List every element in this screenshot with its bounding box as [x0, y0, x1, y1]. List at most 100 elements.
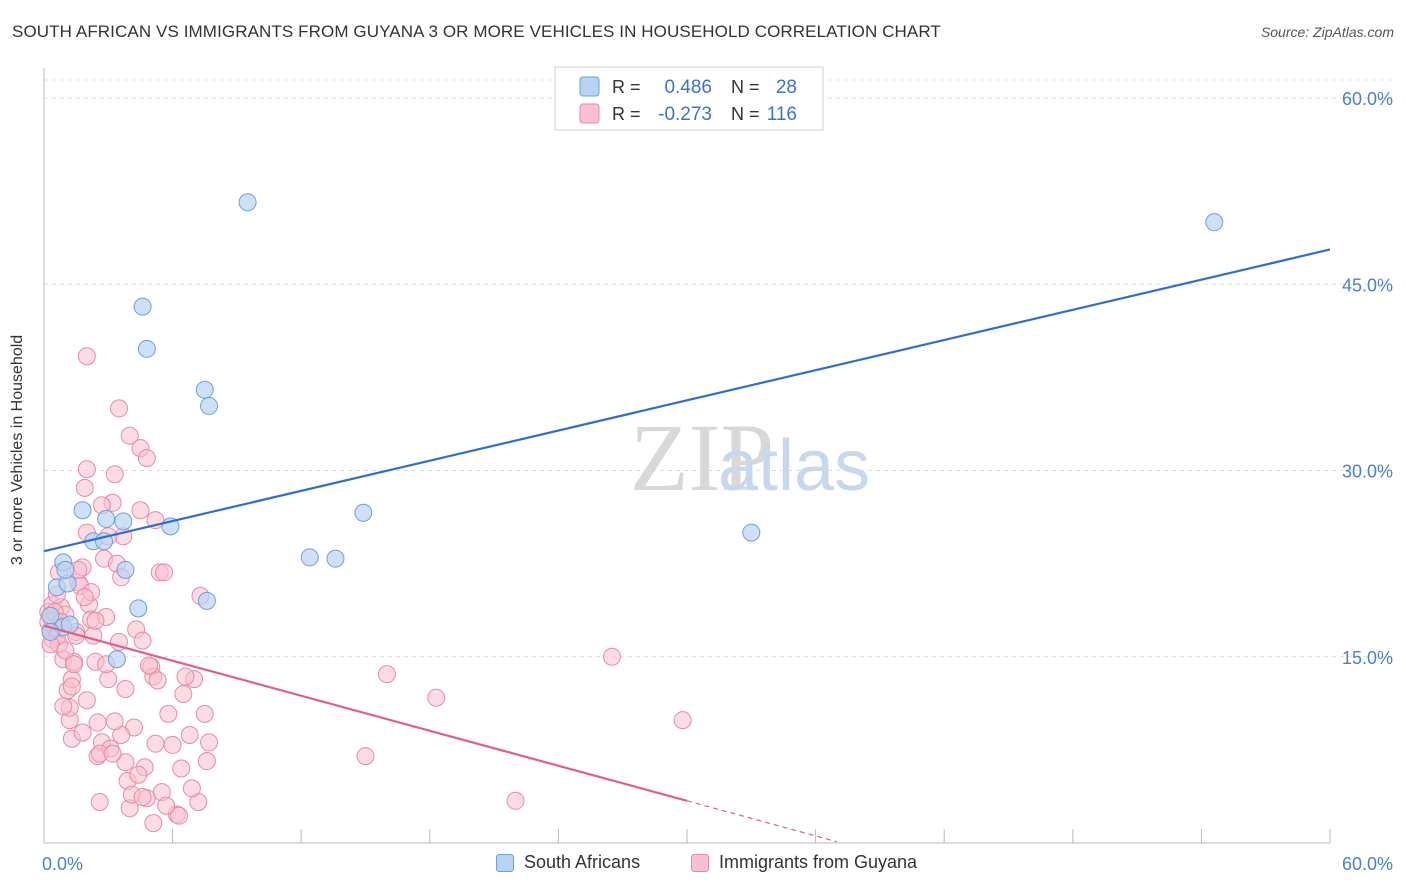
- series-south-africans-points: [41, 193, 1224, 669]
- south-african-point: [133, 297, 152, 316]
- legend-box: [554, 66, 824, 131]
- y-tick-label: 15.0%: [1342, 648, 1393, 668]
- guyana-point: [103, 744, 122, 763]
- south-african-point: [1205, 213, 1224, 232]
- south-african-point: [73, 501, 92, 520]
- y-tick-label: 60.0%: [1342, 89, 1393, 109]
- trend-line-guyana-extrapolated: [686, 800, 838, 843]
- guyana-point: [673, 711, 692, 730]
- south-african-point: [137, 339, 156, 358]
- guyana-point: [131, 501, 150, 520]
- guyana-point: [133, 631, 152, 650]
- guyana-point: [174, 685, 193, 703]
- y-tick-label: 30.0%: [1342, 462, 1393, 482]
- guyana-point: [75, 478, 94, 497]
- legend-swatch-guyana: [579, 103, 600, 124]
- guyana-point: [77, 691, 96, 710]
- guyana-point: [163, 735, 182, 754]
- watermark-zip: ZIP: [630, 404, 774, 511]
- south-african-point: [97, 509, 116, 528]
- guyana-point: [176, 667, 195, 686]
- guyana-point: [86, 611, 105, 630]
- guyana-point: [65, 655, 84, 674]
- legend-n-value-2: 116: [767, 104, 797, 125]
- guyana-point: [144, 814, 163, 833]
- guyana-point: [140, 656, 159, 675]
- guyana-point: [54, 697, 73, 716]
- guyana-point: [200, 733, 219, 752]
- guyana-point: [105, 712, 124, 731]
- legend-swatch-pink: [691, 853, 709, 872]
- south-african-point: [129, 599, 148, 618]
- guyana-point: [88, 713, 107, 732]
- trend-lines: [43, 248, 1331, 843]
- legend-correlation: R = 0.486 N = 28 R = -0.273 N = 116: [554, 66, 824, 131]
- guyana-point: [195, 704, 214, 723]
- watermark-atlas: atlas: [718, 426, 870, 506]
- legend-series: South Africans Immigrants from Guyana: [0, 852, 1406, 876]
- watermark: ZIP atlas: [630, 404, 870, 511]
- legend-n-value-1: 28: [776, 77, 797, 98]
- y-axis-label: 3 or more Vehicles in Household: [9, 334, 26, 566]
- guyana-point: [116, 680, 135, 699]
- south-african-point: [238, 193, 257, 212]
- legend-label-guyana: Immigrants from Guyana: [719, 852, 918, 872]
- source-credit: Source: ZipAtlas.com: [1260, 24, 1394, 40]
- chart-title: SOUTH AFRICAN VS IMMIGRANTS FROM GUYANA …: [12, 22, 941, 41]
- guyana-point: [506, 791, 525, 810]
- guyana-point: [137, 449, 156, 468]
- guyana-point: [77, 460, 96, 479]
- guyana-point: [159, 704, 178, 723]
- grid-lines: [44, 79, 1393, 658]
- guyana-point: [170, 806, 189, 825]
- tick-labels: 15.0% 30.0% 45.0% 60.0% 0.0% 60.0%: [42, 89, 1393, 874]
- x-tick-label: 60.0%: [1342, 854, 1393, 874]
- guyana-point: [120, 426, 139, 445]
- guyana-point: [129, 765, 148, 784]
- guyana-point: [377, 665, 396, 684]
- guyana-point: [73, 723, 92, 742]
- legend-r-value-1: 0.486: [664, 77, 712, 98]
- guyana-point: [110, 399, 129, 418]
- legend-label-south-africans: South Africans: [524, 852, 641, 872]
- guyana-point: [155, 563, 174, 582]
- guyana-point: [157, 796, 176, 815]
- south-african-point: [41, 606, 60, 625]
- series-guyana-points: [39, 347, 692, 833]
- south-african-point: [114, 512, 133, 531]
- legend-r-label-1: R =: [612, 77, 641, 97]
- south-african-point: [742, 523, 761, 542]
- south-african-point: [200, 396, 219, 415]
- guyana-point: [182, 779, 201, 798]
- guyana-point: [62, 677, 81, 696]
- guyana-point: [148, 671, 167, 690]
- legend-n-label-1: N =: [731, 77, 760, 97]
- guyana-point: [90, 793, 109, 812]
- guyana-point: [75, 588, 94, 607]
- south-african-point: [197, 591, 216, 610]
- x-tick-label: 0.0%: [42, 854, 83, 874]
- south-african-point: [300, 548, 319, 567]
- south-african-point: [56, 560, 75, 579]
- guyana-point: [116, 753, 135, 772]
- legend-swatch-south-africans: [579, 76, 600, 97]
- guyana-point: [180, 725, 199, 744]
- legend-r-value-2: -0.273: [658, 104, 712, 125]
- axes: [43, 68, 1331, 844]
- south-african-point: [107, 650, 126, 669]
- legend-item-guyana: Immigrants from Guyana: [691, 852, 917, 873]
- south-african-point: [326, 549, 345, 568]
- guyana-point: [133, 788, 152, 807]
- guyana-point: [146, 734, 165, 753]
- guyana-point: [427, 688, 446, 707]
- guyana-point: [602, 647, 621, 666]
- trend-line-guyana: [43, 624, 688, 802]
- south-african-point: [195, 380, 214, 399]
- legend-r-label-2: R =: [612, 104, 641, 124]
- guyana-point: [172, 759, 191, 778]
- guyana-point: [77, 347, 96, 366]
- guyana-point: [56, 641, 75, 660]
- guyana-point: [356, 747, 375, 766]
- guyana-point: [105, 465, 124, 484]
